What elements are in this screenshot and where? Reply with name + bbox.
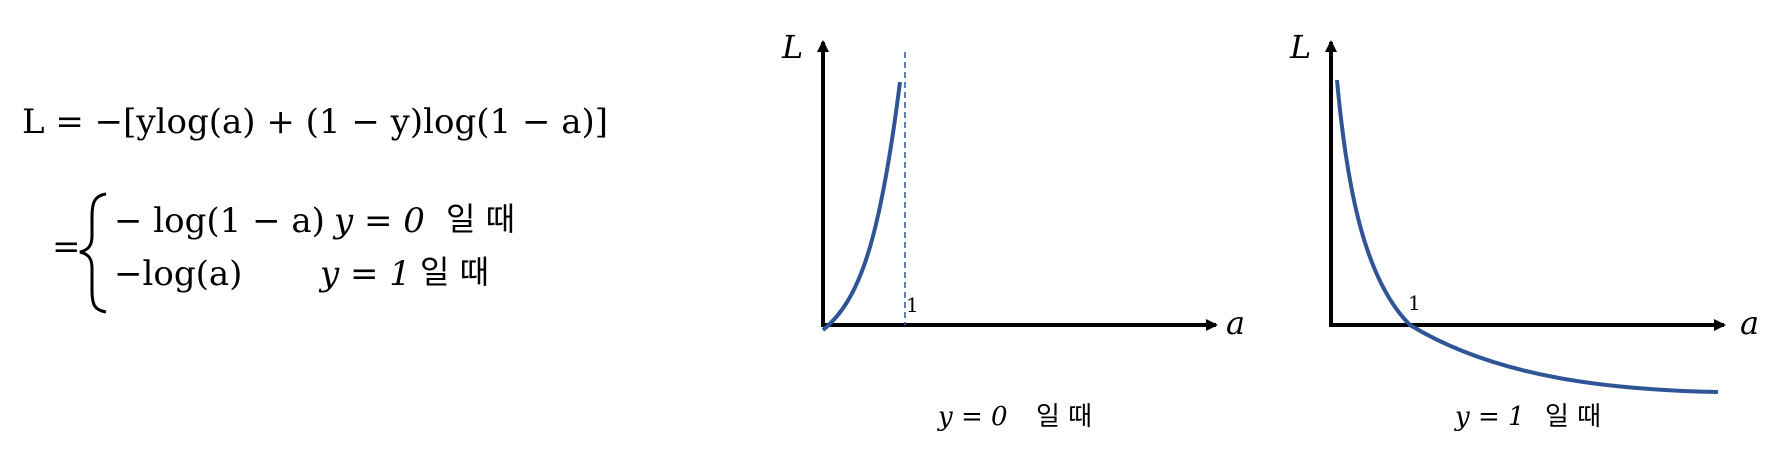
- plot-y0-y-label: L: [781, 28, 803, 66]
- main-formula: L = −[ylog(a) + (1 − y)log(1 − a)]: [22, 102, 608, 142]
- plot-y0-x-label: a: [1226, 304, 1245, 342]
- plot-y0-tick-label: 1: [906, 293, 919, 317]
- case1-suffix: 일 때: [446, 200, 515, 238]
- formula-block: L = −[ylog(a) + (1 − y)log(1 − a)] = − l…: [22, 102, 608, 314]
- case2-expression: −log(a): [114, 254, 242, 294]
- case1-condition: y = 0: [332, 201, 425, 241]
- case2-condition: y = 1: [318, 254, 411, 294]
- plot-y1-caption-suffix: 일 때: [1545, 402, 1601, 432]
- plot-y1-caption-math: y = 1: [1454, 402, 1525, 432]
- equals-sign: =: [52, 227, 81, 267]
- plot-y1-x-label: a: [1740, 304, 1759, 342]
- plot-y1: L a 1 y = 1 일 때: [1289, 28, 1759, 432]
- plot-y0: L a 1 y = 0 일 때: [781, 28, 1245, 432]
- curly-brace-icon: [79, 192, 107, 314]
- plot-y1-tick-label: 1: [1408, 291, 1421, 315]
- case2-suffix: 일 때: [420, 253, 489, 291]
- plot-y0-caption-suffix: 일 때: [1036, 402, 1092, 432]
- plot-y1-curve: [1335, 79, 1719, 394]
- case1-expression: − log(1 − a): [114, 201, 325, 241]
- plot-y0-caption-math: y = 0: [937, 402, 1008, 432]
- plot-y1-y-label: L: [1289, 28, 1311, 66]
- plot-y0-curve: [821, 81, 902, 332]
